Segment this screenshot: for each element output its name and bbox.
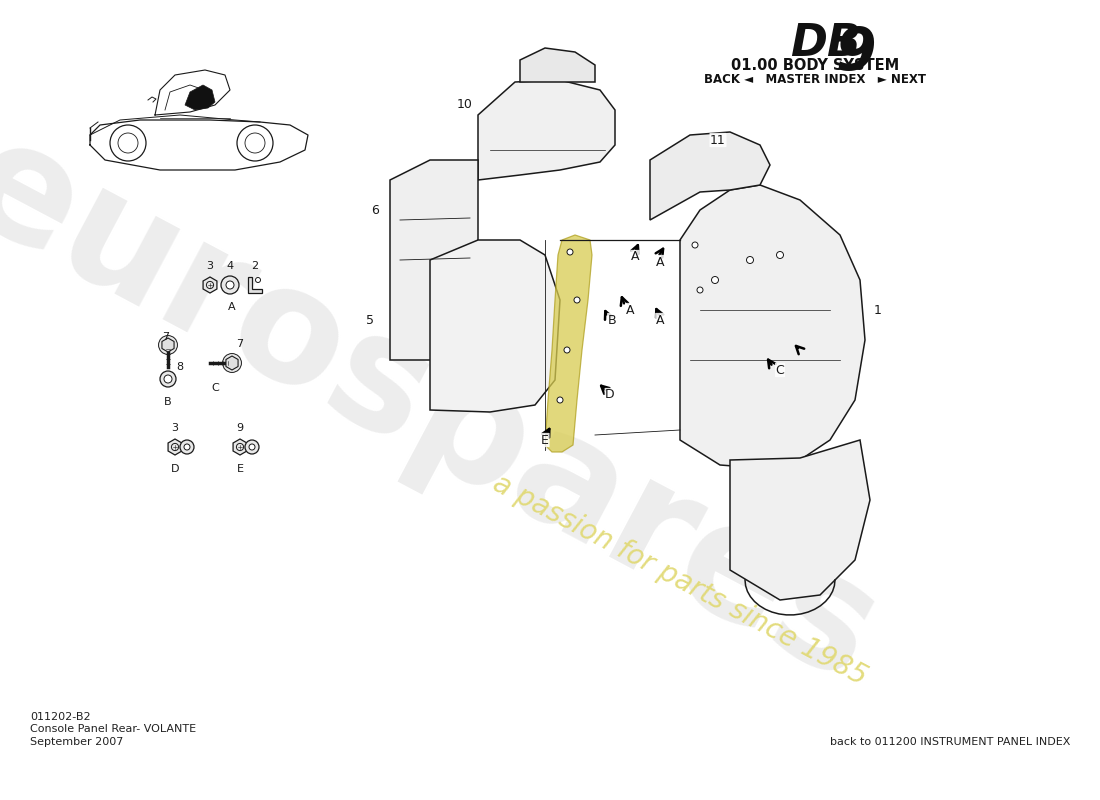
Circle shape [249,444,255,450]
Circle shape [566,249,573,255]
Circle shape [574,297,580,303]
Text: 3: 3 [207,261,213,271]
Circle shape [747,257,754,263]
Text: A: A [656,255,664,269]
Text: 011202-B2: 011202-B2 [30,712,90,722]
Text: 01.00 BODY SYSTEM: 01.00 BODY SYSTEM [730,58,899,73]
Polygon shape [730,440,870,600]
Text: DB: DB [790,22,861,65]
Polygon shape [390,160,478,360]
Polygon shape [520,48,595,82]
Text: A: A [626,303,635,317]
Text: D: D [170,464,179,474]
Circle shape [180,440,194,454]
Circle shape [221,276,239,294]
Circle shape [158,335,177,354]
Circle shape [184,444,190,450]
Text: 9: 9 [836,25,877,82]
Circle shape [164,375,172,383]
Text: 10: 10 [458,98,473,111]
Text: B: B [164,397,172,407]
Text: E: E [236,464,243,474]
Polygon shape [544,235,592,452]
Text: a passion for parts since 1985: a passion for parts since 1985 [488,469,872,691]
Circle shape [697,287,703,293]
Polygon shape [248,277,262,293]
Text: A: A [228,302,235,312]
Text: C: C [211,383,219,393]
Polygon shape [162,338,174,352]
Polygon shape [680,185,865,468]
Text: B: B [607,314,616,326]
Text: 8: 8 [176,362,184,372]
Text: C: C [776,363,784,377]
Polygon shape [430,240,560,412]
Circle shape [564,347,570,353]
Text: September 2007: September 2007 [30,737,123,747]
Polygon shape [233,439,246,455]
Text: A: A [630,250,639,263]
Text: eurospares: eurospares [0,105,902,715]
Circle shape [255,278,261,282]
Polygon shape [168,439,182,455]
Text: 1: 1 [874,303,882,317]
Circle shape [712,277,718,283]
Polygon shape [185,85,214,110]
Text: 2: 2 [252,261,258,271]
Text: 7: 7 [236,339,243,349]
Circle shape [692,242,698,248]
Polygon shape [204,277,217,293]
Polygon shape [650,132,770,220]
Text: 3: 3 [172,423,178,433]
Text: 5: 5 [366,314,374,326]
Text: 6: 6 [371,203,378,217]
Text: 4: 4 [227,261,233,271]
Circle shape [222,354,242,373]
Text: BACK ◄   MASTER INDEX   ► NEXT: BACK ◄ MASTER INDEX ► NEXT [704,73,926,86]
Text: Console Panel Rear- VOLANTE: Console Panel Rear- VOLANTE [30,724,196,734]
Polygon shape [478,80,615,180]
Circle shape [160,371,176,387]
Polygon shape [226,356,238,370]
Text: D: D [605,389,615,402]
Text: 7: 7 [163,332,169,342]
Text: back to 011200 INSTRUMENT PANEL INDEX: back to 011200 INSTRUMENT PANEL INDEX [829,737,1070,747]
Circle shape [245,440,258,454]
Text: A: A [656,314,664,326]
Text: 9: 9 [236,423,243,433]
Text: 11: 11 [711,134,726,146]
Circle shape [226,281,234,289]
Circle shape [777,251,783,258]
Circle shape [557,397,563,403]
Text: E: E [541,434,549,446]
